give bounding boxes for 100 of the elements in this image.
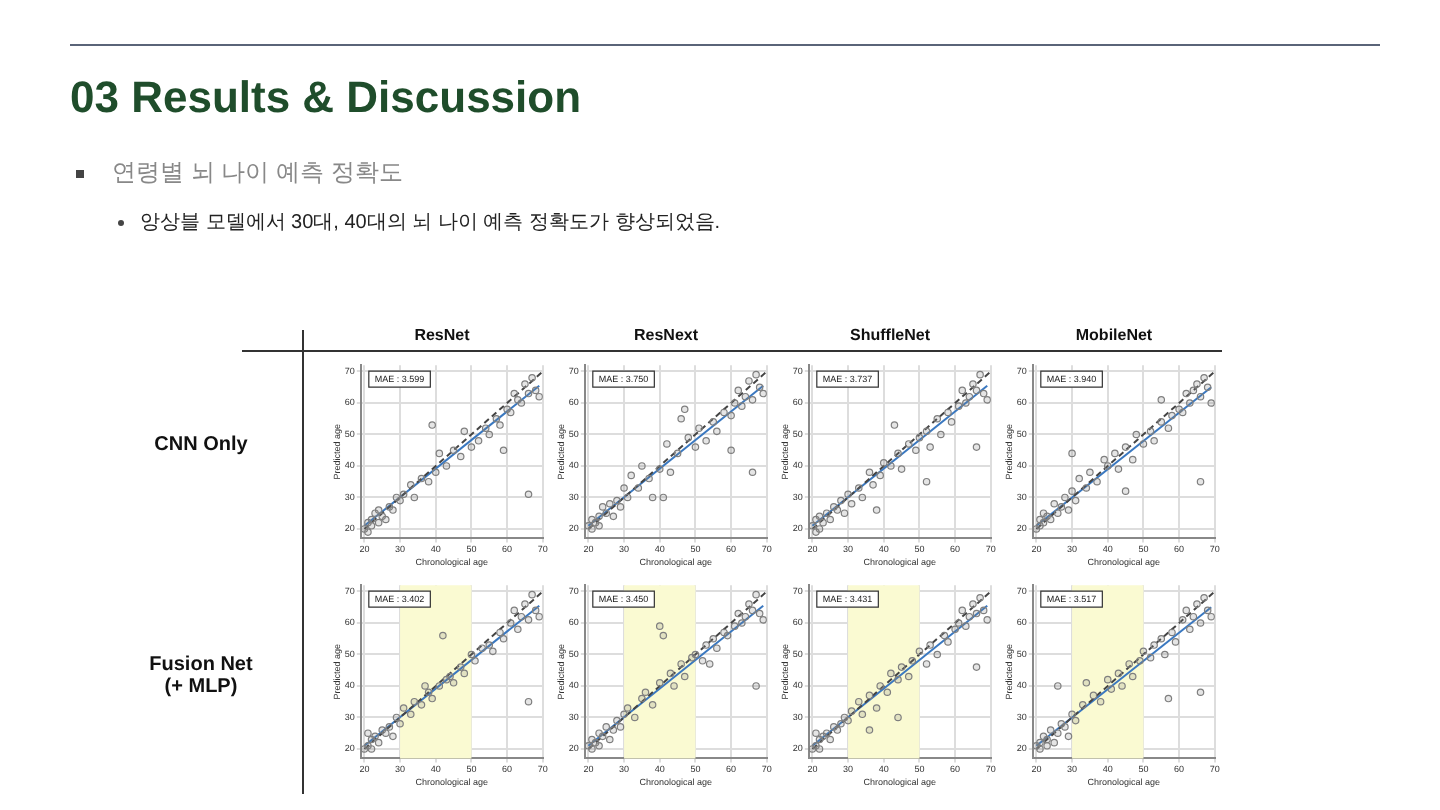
point <box>972 386 981 395</box>
point <box>616 723 625 731</box>
point <box>655 679 664 687</box>
point <box>983 616 991 624</box>
point <box>1132 430 1141 439</box>
point <box>1107 685 1116 693</box>
point <box>1186 399 1194 407</box>
point <box>965 612 974 621</box>
point <box>609 512 618 521</box>
chart-title: MobileNet <box>1073 326 1155 344</box>
point <box>524 490 533 499</box>
point <box>1196 619 1205 627</box>
point <box>730 399 739 407</box>
point <box>752 370 760 379</box>
point <box>1164 694 1173 703</box>
point <box>738 402 746 410</box>
point <box>887 462 895 470</box>
point <box>1200 374 1208 382</box>
chart-title: ResNet <box>412 326 472 344</box>
point <box>1146 427 1155 436</box>
point <box>734 609 743 618</box>
point <box>894 713 902 722</box>
point <box>748 606 757 615</box>
point <box>496 421 504 429</box>
point <box>410 697 419 706</box>
point <box>424 477 433 486</box>
point <box>510 606 519 615</box>
point <box>962 622 970 630</box>
text: 연령별 뇌 나이 예측 정확도 <box>112 156 403 190</box>
point <box>944 638 952 646</box>
point <box>897 465 906 473</box>
point <box>1093 477 1101 486</box>
point <box>1168 628 1176 637</box>
point <box>894 675 902 684</box>
point <box>424 688 433 697</box>
point <box>399 490 408 499</box>
chart-title: ShuffleNet <box>848 326 932 344</box>
point <box>709 418 718 426</box>
point <box>680 672 689 681</box>
point <box>727 411 735 420</box>
point <box>883 688 892 697</box>
point <box>1164 424 1173 432</box>
point <box>1114 669 1123 678</box>
point <box>912 446 920 455</box>
point <box>1196 688 1205 697</box>
point <box>417 701 426 709</box>
point <box>467 650 476 659</box>
point <box>496 628 504 637</box>
point <box>940 631 949 640</box>
point <box>392 713 401 722</box>
point <box>485 430 494 439</box>
point <box>865 726 874 734</box>
point <box>854 697 863 706</box>
point <box>641 688 650 697</box>
point <box>506 619 515 627</box>
point <box>876 471 884 480</box>
point <box>1096 697 1105 706</box>
point <box>602 723 611 731</box>
point <box>872 506 881 514</box>
point <box>748 468 757 477</box>
point <box>745 377 753 385</box>
point <box>517 612 526 621</box>
point <box>695 424 703 432</box>
point <box>752 682 760 690</box>
point <box>435 682 444 690</box>
point <box>1121 487 1130 495</box>
point <box>1086 468 1094 477</box>
point <box>983 396 991 404</box>
point <box>1125 660 1133 668</box>
text: 03 Results & Discussion <box>70 72 582 124</box>
point <box>858 493 867 502</box>
point <box>1053 509 1062 518</box>
point <box>1050 738 1059 747</box>
point <box>1100 455 1108 464</box>
point <box>1064 732 1073 741</box>
point <box>634 484 643 492</box>
point <box>595 512 603 521</box>
point <box>1196 392 1205 401</box>
point <box>428 694 436 703</box>
point <box>1193 380 1201 388</box>
point <box>876 682 884 690</box>
point <box>1182 389 1191 398</box>
point <box>1146 653 1155 662</box>
point <box>933 650 942 659</box>
point <box>755 383 764 392</box>
point <box>630 713 639 722</box>
point <box>623 493 632 502</box>
point <box>1075 474 1083 483</box>
point <box>535 612 543 621</box>
point <box>897 663 906 671</box>
point <box>521 380 529 388</box>
point <box>1157 396 1166 404</box>
point <box>406 481 415 489</box>
point <box>1139 440 1148 448</box>
point <box>979 606 988 615</box>
point <box>456 452 465 461</box>
point <box>837 719 845 728</box>
point <box>1203 383 1212 392</box>
point <box>947 418 956 426</box>
point <box>1043 742 1051 750</box>
